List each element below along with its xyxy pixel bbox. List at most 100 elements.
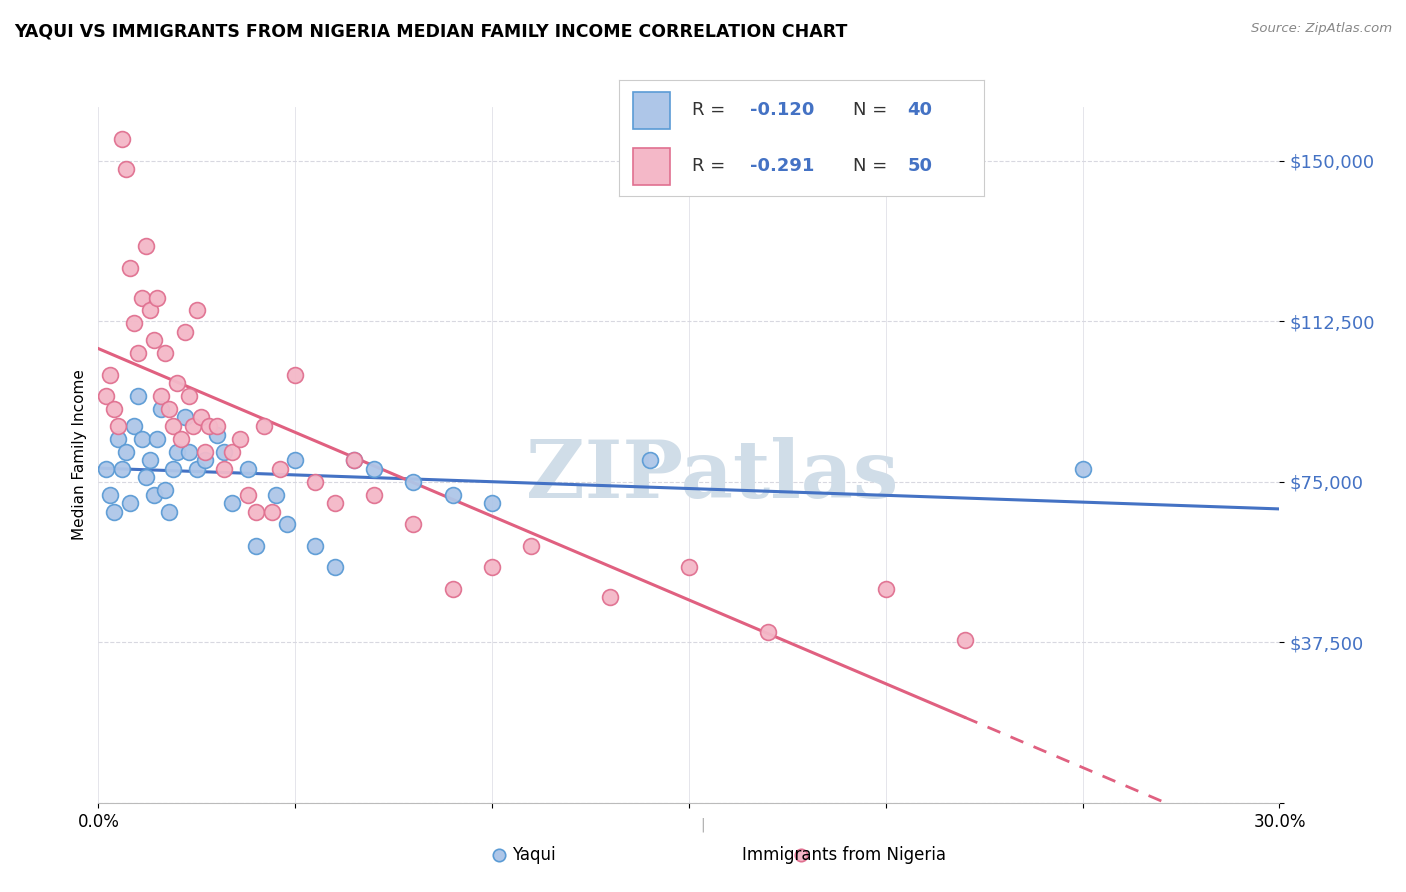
Text: N =: N =	[852, 102, 893, 120]
FancyBboxPatch shape	[633, 92, 669, 129]
Text: ZIPatlas: ZIPatlas	[526, 437, 898, 515]
Point	[599, 591, 621, 605]
Point	[111, 132, 134, 146]
Point	[146, 291, 169, 305]
Text: -0.120: -0.120	[751, 102, 814, 120]
Point	[343, 453, 366, 467]
Point	[107, 419, 129, 434]
Point	[402, 475, 425, 489]
Text: Yaqui: Yaqui	[512, 846, 557, 863]
Point	[162, 419, 184, 434]
FancyBboxPatch shape	[633, 147, 669, 185]
Point	[142, 487, 165, 501]
Point	[177, 389, 200, 403]
Point	[174, 325, 197, 339]
Point	[162, 462, 184, 476]
Text: Immigrants from Nigeria: Immigrants from Nigeria	[741, 846, 946, 863]
Point	[96, 462, 118, 476]
Point	[304, 539, 326, 553]
Point	[481, 496, 503, 510]
Text: 50: 50	[907, 157, 932, 175]
Point	[118, 496, 141, 510]
Point	[790, 847, 813, 862]
Point	[441, 582, 464, 596]
Point	[205, 427, 228, 442]
Point	[150, 401, 173, 416]
Point	[756, 624, 779, 639]
Point	[638, 453, 661, 467]
Point	[363, 462, 385, 476]
Text: -0.291: -0.291	[751, 157, 814, 175]
Point	[131, 432, 153, 446]
Point	[481, 560, 503, 574]
Text: YAQUI VS IMMIGRANTS FROM NIGERIA MEDIAN FAMILY INCOME CORRELATION CHART: YAQUI VS IMMIGRANTS FROM NIGERIA MEDIAN …	[14, 22, 848, 40]
Point	[170, 432, 193, 446]
Text: 40: 40	[907, 102, 932, 120]
Point	[236, 462, 259, 476]
Point	[264, 487, 287, 501]
Text: |: |	[700, 818, 706, 832]
Text: R =: R =	[692, 102, 731, 120]
Point	[221, 496, 243, 510]
Point	[269, 462, 291, 476]
Point	[157, 401, 180, 416]
Point	[127, 389, 149, 403]
Point	[953, 633, 976, 648]
Point	[177, 444, 200, 458]
Point	[107, 432, 129, 446]
Point	[402, 517, 425, 532]
Point	[155, 346, 177, 360]
Point	[205, 419, 228, 434]
Point	[245, 539, 267, 553]
Point	[142, 334, 165, 348]
Point	[284, 453, 307, 467]
Point	[186, 303, 208, 318]
Point	[98, 487, 121, 501]
Point	[98, 368, 121, 382]
Text: Source: ZipAtlas.com: Source: ZipAtlas.com	[1251, 22, 1392, 36]
Text: R =: R =	[692, 157, 731, 175]
Point	[363, 487, 385, 501]
Point	[304, 475, 326, 489]
Point	[214, 462, 236, 476]
Y-axis label: Median Family Income: Median Family Income	[72, 369, 87, 541]
Point	[236, 487, 259, 501]
Point	[103, 505, 125, 519]
Point	[146, 432, 169, 446]
Point	[875, 582, 897, 596]
Point	[284, 368, 307, 382]
Point	[229, 432, 252, 446]
Point	[111, 462, 134, 476]
Point	[441, 487, 464, 501]
Point	[138, 303, 160, 318]
Point	[118, 260, 141, 275]
Point	[260, 505, 283, 519]
Point	[678, 560, 700, 574]
Point	[155, 483, 177, 498]
Text: N =: N =	[852, 157, 893, 175]
Point	[150, 389, 173, 403]
Point	[245, 505, 267, 519]
Point	[115, 444, 138, 458]
Point	[253, 419, 276, 434]
Point	[174, 410, 197, 425]
Point	[186, 462, 208, 476]
Point	[181, 419, 204, 434]
Point	[96, 389, 118, 403]
Point	[1071, 462, 1094, 476]
Point	[323, 560, 346, 574]
Point	[135, 470, 157, 484]
Point	[323, 496, 346, 510]
Point	[214, 444, 236, 458]
Point	[103, 401, 125, 416]
Point	[127, 346, 149, 360]
Point	[190, 410, 212, 425]
Point	[115, 162, 138, 177]
Point	[488, 847, 510, 862]
Point	[197, 419, 219, 434]
Point	[135, 239, 157, 253]
Point	[194, 453, 217, 467]
Point	[276, 517, 298, 532]
Point	[520, 539, 543, 553]
Point	[138, 453, 160, 467]
